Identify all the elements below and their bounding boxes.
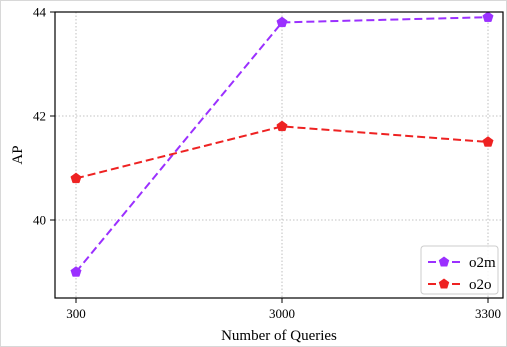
- data-point-o2m: [276, 16, 288, 28]
- legend-label-o2o: o2o: [469, 277, 492, 293]
- series-layer: [70, 11, 494, 277]
- y-tick-label: 42: [33, 109, 46, 124]
- ticks: 300 3000 3300 40 42 44: [33, 5, 501, 322]
- data-point-o2o: [482, 136, 494, 147]
- data-point-o2m: [70, 266, 82, 277]
- data-point-o2o: [276, 120, 288, 132]
- x-tick-label: 3000: [269, 306, 295, 321]
- series-line-o2o: [75, 125, 489, 180]
- data-point-o2o: [70, 172, 82, 184]
- legend-marker-o2o: [438, 278, 450, 289]
- x-tick-label: 300: [66, 306, 86, 321]
- legend-label-o2m: o2m: [469, 255, 496, 271]
- x-axis-title: Number of Queries: [221, 328, 337, 344]
- y-tick-label: 40: [33, 213, 46, 228]
- plot-area-border: [54, 11, 504, 299]
- data-point-o2m: [482, 11, 494, 22]
- y-axis-title: AP: [10, 145, 26, 164]
- y-tick-label: 44: [33, 5, 47, 20]
- legend-marker-o2m: [438, 256, 450, 267]
- series-line-o2m: [75, 16, 489, 273]
- x-tick-label: 3300: [475, 306, 501, 321]
